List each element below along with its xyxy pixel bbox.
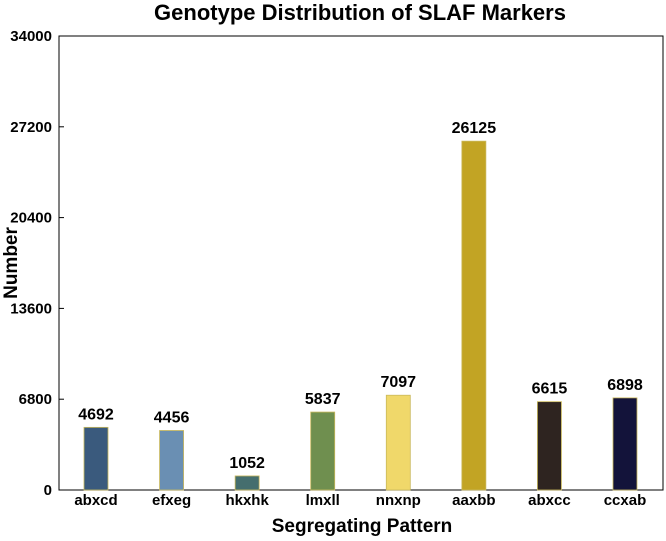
chart-title: Genotype Distribution of SLAF Markers [154,0,566,25]
data-label-lmxll: 5837 [305,391,341,408]
plot-frame [58,35,664,491]
bar-ccxab [612,397,638,491]
data-label-ccxab: 6898 [607,377,643,394]
bar-efxeg [159,430,184,491]
bar-abxcd [83,426,109,491]
data-label-aaxbb: 26125 [452,120,497,137]
x-tick-label-ccxab: ccxab [604,492,647,509]
y-tick-label: 20400 [10,210,52,227]
data-label-nnxnp: 7097 [380,374,416,391]
bars [83,140,638,491]
x-tick-label-abxcd: abxcd [74,492,117,509]
bar-nnxnp [385,394,411,491]
data-label-hkxhk: 1052 [229,455,265,472]
y-tick-label: 27200 [10,119,52,136]
x-tick-label-abxcc: abxcc [528,492,571,509]
x-tick-label-lmxll: lmxll [306,492,340,509]
bar-hkxhk [234,475,260,491]
y-tick-label: 6800 [19,391,52,408]
data-label-abxcc: 6615 [532,381,568,398]
bar-aaxbb [461,140,487,491]
x-tick-label-nnxnp: nnxnp [376,492,421,509]
data-label-efxeg: 4456 [154,409,190,426]
x-axis-ticks: abxcd efxeg hkxhk lmxll nnxnp aaxbb abxcc ccxab [74,492,646,509]
bar-lmxll [310,411,336,491]
y-tick-label: 0 [44,482,52,499]
x-tick-label-aaxbb: aaxbb [452,492,495,509]
bar-abxcc [537,401,562,491]
y-axis-label: Number [1,227,22,299]
x-tick-label-efxeg: efxeg [152,492,191,509]
x-axis-label: Segregating Pattern [272,516,453,537]
y-tick-label: 34000 [10,28,52,45]
data-labels: 4692 4456 1052 5837 7097 26125 6615 6898 [78,120,643,472]
data-label-abxcd: 4692 [78,406,114,423]
y-tick-label: 13600 [10,300,52,317]
x-tick-label-hkxhk: hkxhk [225,492,269,509]
y-axis-ticks: 0 6800 13600 20400 27200 34000 [10,28,64,499]
